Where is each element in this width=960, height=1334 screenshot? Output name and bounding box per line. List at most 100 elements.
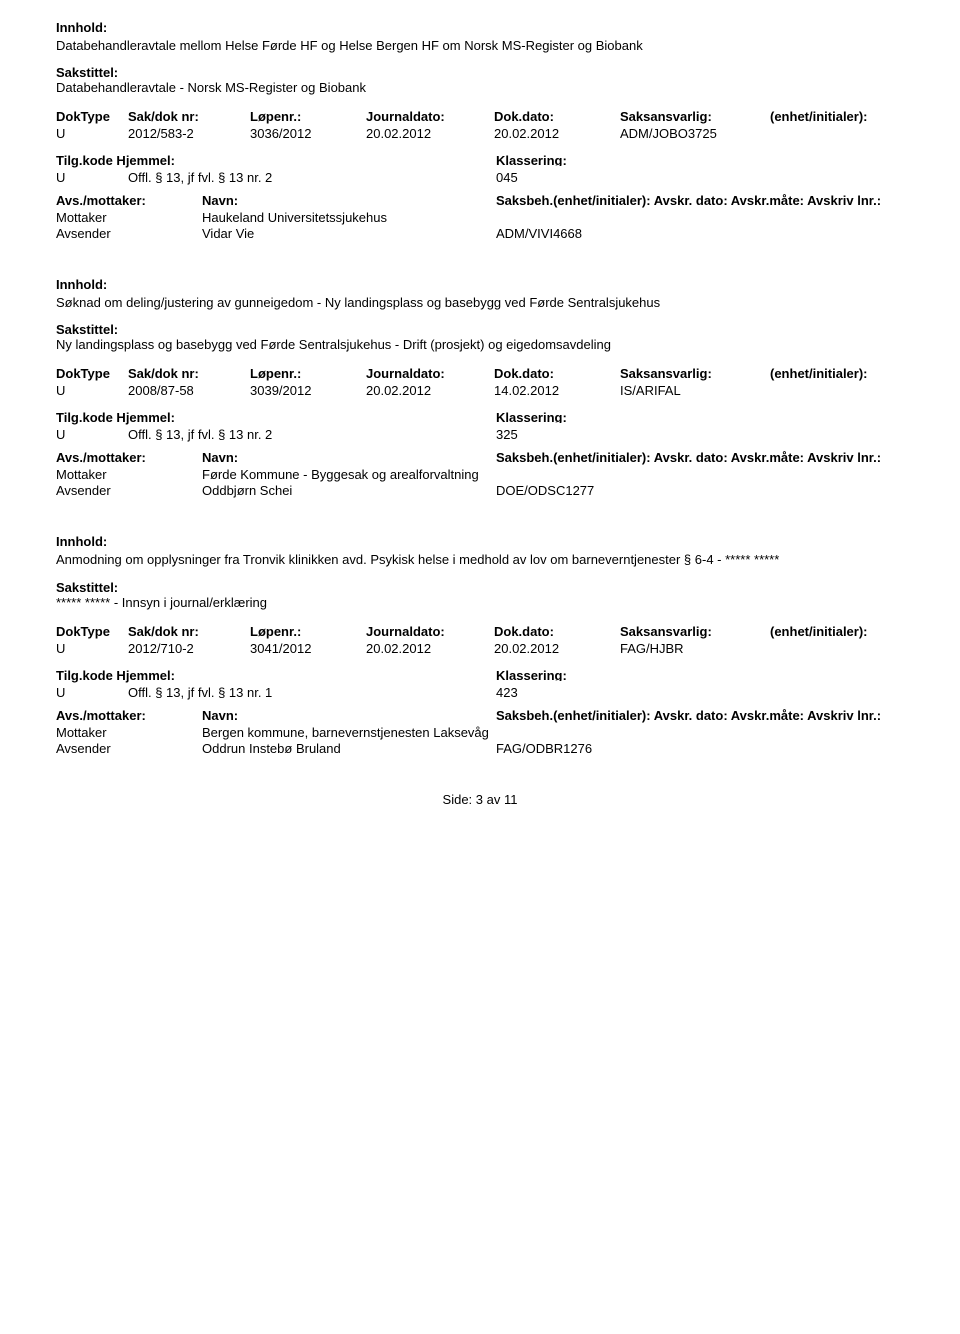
hjemmel-values: UOffl. § 13, jf fvl. § 13 nr. 2325 — [56, 427, 904, 442]
saksbeh-label: Saksbeh.(enhet/initialer): Avskr. dato: … — [496, 193, 904, 208]
columns-header: DokTypeSak/dok nr:Løpenr.:Journaldato:Do… — [56, 366, 904, 381]
navn-label: Navn: — [202, 708, 496, 723]
klassering-label: Klassering: — [496, 410, 567, 423]
sakstittel-text: Ny landingsplass og basebygg ved Førde S… — [56, 337, 904, 352]
avsmot-label: Avs./mottaker: — [56, 708, 202, 723]
lopenr-value: 3041/2012 — [250, 641, 366, 656]
navn-label: Navn: — [202, 193, 496, 208]
col-saknr-label: Sak/dok nr: — [128, 624, 250, 639]
col-dokdato-label: Dok.dato: — [494, 624, 620, 639]
party-row: MottakerFørde Kommune - Byggesak og area… — [56, 467, 904, 482]
dokdato-value: 20.02.2012 — [494, 126, 620, 141]
doktype-value: U — [56, 641, 128, 656]
hjemmel-values: UOffl. § 13, jf fvl. § 13 nr. 1423 — [56, 685, 904, 700]
col-lopenr-label: Løpenr.: — [250, 109, 366, 124]
col-journaldato-label: Journaldato: — [366, 366, 494, 381]
col-journaldato-label: Journaldato: — [366, 109, 494, 124]
innhold-label: Innhold: — [56, 277, 904, 292]
sakstittel-label: Sakstittel: — [56, 580, 904, 593]
saksbeh-label: Saksbeh.(enhet/initialer): Avskr. dato: … — [496, 450, 904, 465]
col-lopenr-label: Løpenr.: — [250, 366, 366, 381]
avsmot-label: Avs./mottaker: — [56, 450, 202, 465]
col-doktype-label: DokType — [56, 109, 128, 124]
col-enhet-label: (enhet/initialer): — [770, 366, 900, 381]
party-role: Mottaker — [56, 467, 202, 482]
navn-label: Navn: — [202, 450, 496, 465]
klassering-label: Klassering: — [496, 153, 567, 166]
party-name: Oddbjørn Schei — [202, 483, 496, 498]
columns-values: U2012/583-23036/201220.02.201220.02.2012… — [56, 126, 904, 141]
saknr-value: 2012/710-2 — [128, 641, 250, 656]
enhet-value — [770, 383, 900, 398]
journal-record: Innhold: Anmodning om opplysninger fra Tr… — [56, 534, 904, 755]
innhold-label: Innhold: — [56, 20, 904, 35]
sakstittel-label: Sakstittel: — [56, 322, 904, 335]
party-row: AvsenderOddrun Instebø BrulandFAG/ODBR12… — [56, 741, 904, 756]
party-row: AvsenderOddbjørn ScheiDOE/ODSC1277 — [56, 483, 904, 498]
avsmot-header: Avs./mottaker:Navn:Saksbeh.(enhet/initia… — [56, 708, 904, 723]
col-enhet-label: (enhet/initialer): — [770, 624, 900, 639]
party-name: Førde Kommune - Byggesak og arealforvalt… — [202, 467, 496, 482]
innhold-label: Innhold: — [56, 534, 904, 549]
saksansvarlig-value: FAG/HJBR — [620, 641, 770, 656]
tilgkode-value: U — [56, 685, 128, 700]
tilgkode-label: Tilg.kode Hjemmel: — [56, 410, 496, 425]
columns-header: DokTypeSak/dok nr:Løpenr.:Journaldato:Do… — [56, 109, 904, 124]
party-role: Avsender — [56, 741, 202, 756]
col-saksansvarlig-label: Saksansvarlig: — [620, 624, 770, 639]
saknr-value: 2008/87-58 — [128, 383, 250, 398]
innhold-text: Søknad om deling/justering av gunneigedo… — [56, 294, 904, 312]
party-role: Avsender — [56, 226, 202, 241]
col-saksansvarlig-label: Saksansvarlig: — [620, 366, 770, 381]
party-role: Avsender — [56, 483, 202, 498]
col-saksansvarlig-label: Saksansvarlig: — [620, 109, 770, 124]
col-saknr-label: Sak/dok nr: — [128, 366, 250, 381]
sakstittel-text: ***** ***** - Innsyn i journal/erklæring — [56, 595, 904, 610]
col-saknr-label: Sak/dok nr: — [128, 109, 250, 124]
tilgkode-label: Tilg.kode Hjemmel: — [56, 668, 496, 683]
columns-values: U2008/87-583039/201220.02.201214.02.2012… — [56, 383, 904, 398]
party-name: Oddrun Instebø Bruland — [202, 741, 496, 756]
tilgkode-label: Tilg.kode Hjemmel: — [56, 153, 496, 168]
columns-header: DokTypeSak/dok nr:Løpenr.:Journaldato:Do… — [56, 624, 904, 639]
hjemmel-text: Offl. § 13, jf fvl. § 13 nr. 2 — [128, 427, 496, 442]
columns-values: U2012/710-23041/201220.02.201220.02.2012… — [56, 641, 904, 656]
avsmot-label: Avs./mottaker: — [56, 193, 202, 208]
enhet-value — [770, 641, 900, 656]
party-role: Mottaker — [56, 210, 202, 225]
party-name: Bergen kommune, barnevernstjenesten Laks… — [202, 725, 496, 740]
journaldato-value: 20.02.2012 — [366, 126, 494, 141]
col-doktype-label: DokType — [56, 366, 128, 381]
klassering-value: 423 — [496, 685, 518, 700]
party-name: Haukeland Universitetssjukehus — [202, 210, 496, 225]
enhet-value — [770, 126, 900, 141]
hjemmel-text: Offl. § 13, jf fvl. § 13 nr. 2 — [128, 170, 496, 185]
hjemmel-header: Tilg.kode Hjemmel:Klassering: — [56, 410, 904, 425]
journal-record: Innhold: Databehandleravtale mellom Helse… — [56, 20, 904, 241]
journaldato-value: 20.02.2012 — [366, 383, 494, 398]
col-enhet-label: (enhet/initialer): — [770, 109, 900, 124]
lopenr-value: 3036/2012 — [250, 126, 366, 141]
hjemmel-header: Tilg.kode Hjemmel:Klassering: — [56, 668, 904, 683]
party-ref: DOE/ODSC1277 — [496, 483, 904, 498]
sakstittel-text: Databehandleravtale - Norsk MS-Register … — [56, 80, 904, 95]
innhold-text: Anmodning om opplysninger fra Tronvik kl… — [56, 551, 904, 569]
journal-record: Innhold: Søknad om deling/justering av gu… — [56, 277, 904, 498]
col-lopenr-label: Løpenr.: — [250, 624, 366, 639]
doktype-value: U — [56, 383, 128, 398]
dokdato-value: 14.02.2012 — [494, 383, 620, 398]
party-row: MottakerHaukeland Universitetssjukehus — [56, 210, 904, 225]
sakstittel-label: Sakstittel: — [56, 65, 904, 78]
party-ref: FAG/ODBR1276 — [496, 741, 904, 756]
dokdato-value: 20.02.2012 — [494, 641, 620, 656]
saksansvarlig-value: IS/ARIFAL — [620, 383, 770, 398]
lopenr-value: 3039/2012 — [250, 383, 366, 398]
saknr-value: 2012/583-2 — [128, 126, 250, 141]
party-name: Vidar Vie — [202, 226, 496, 241]
doktype-value: U — [56, 126, 128, 141]
party-ref: ADM/VIVI4668 — [496, 226, 904, 241]
col-journaldato-label: Journaldato: — [366, 624, 494, 639]
hjemmel-values: UOffl. § 13, jf fvl. § 13 nr. 2045 — [56, 170, 904, 185]
innhold-text: Databehandleravtale mellom Helse Førde H… — [56, 37, 904, 55]
col-dokdato-label: Dok.dato: — [494, 366, 620, 381]
